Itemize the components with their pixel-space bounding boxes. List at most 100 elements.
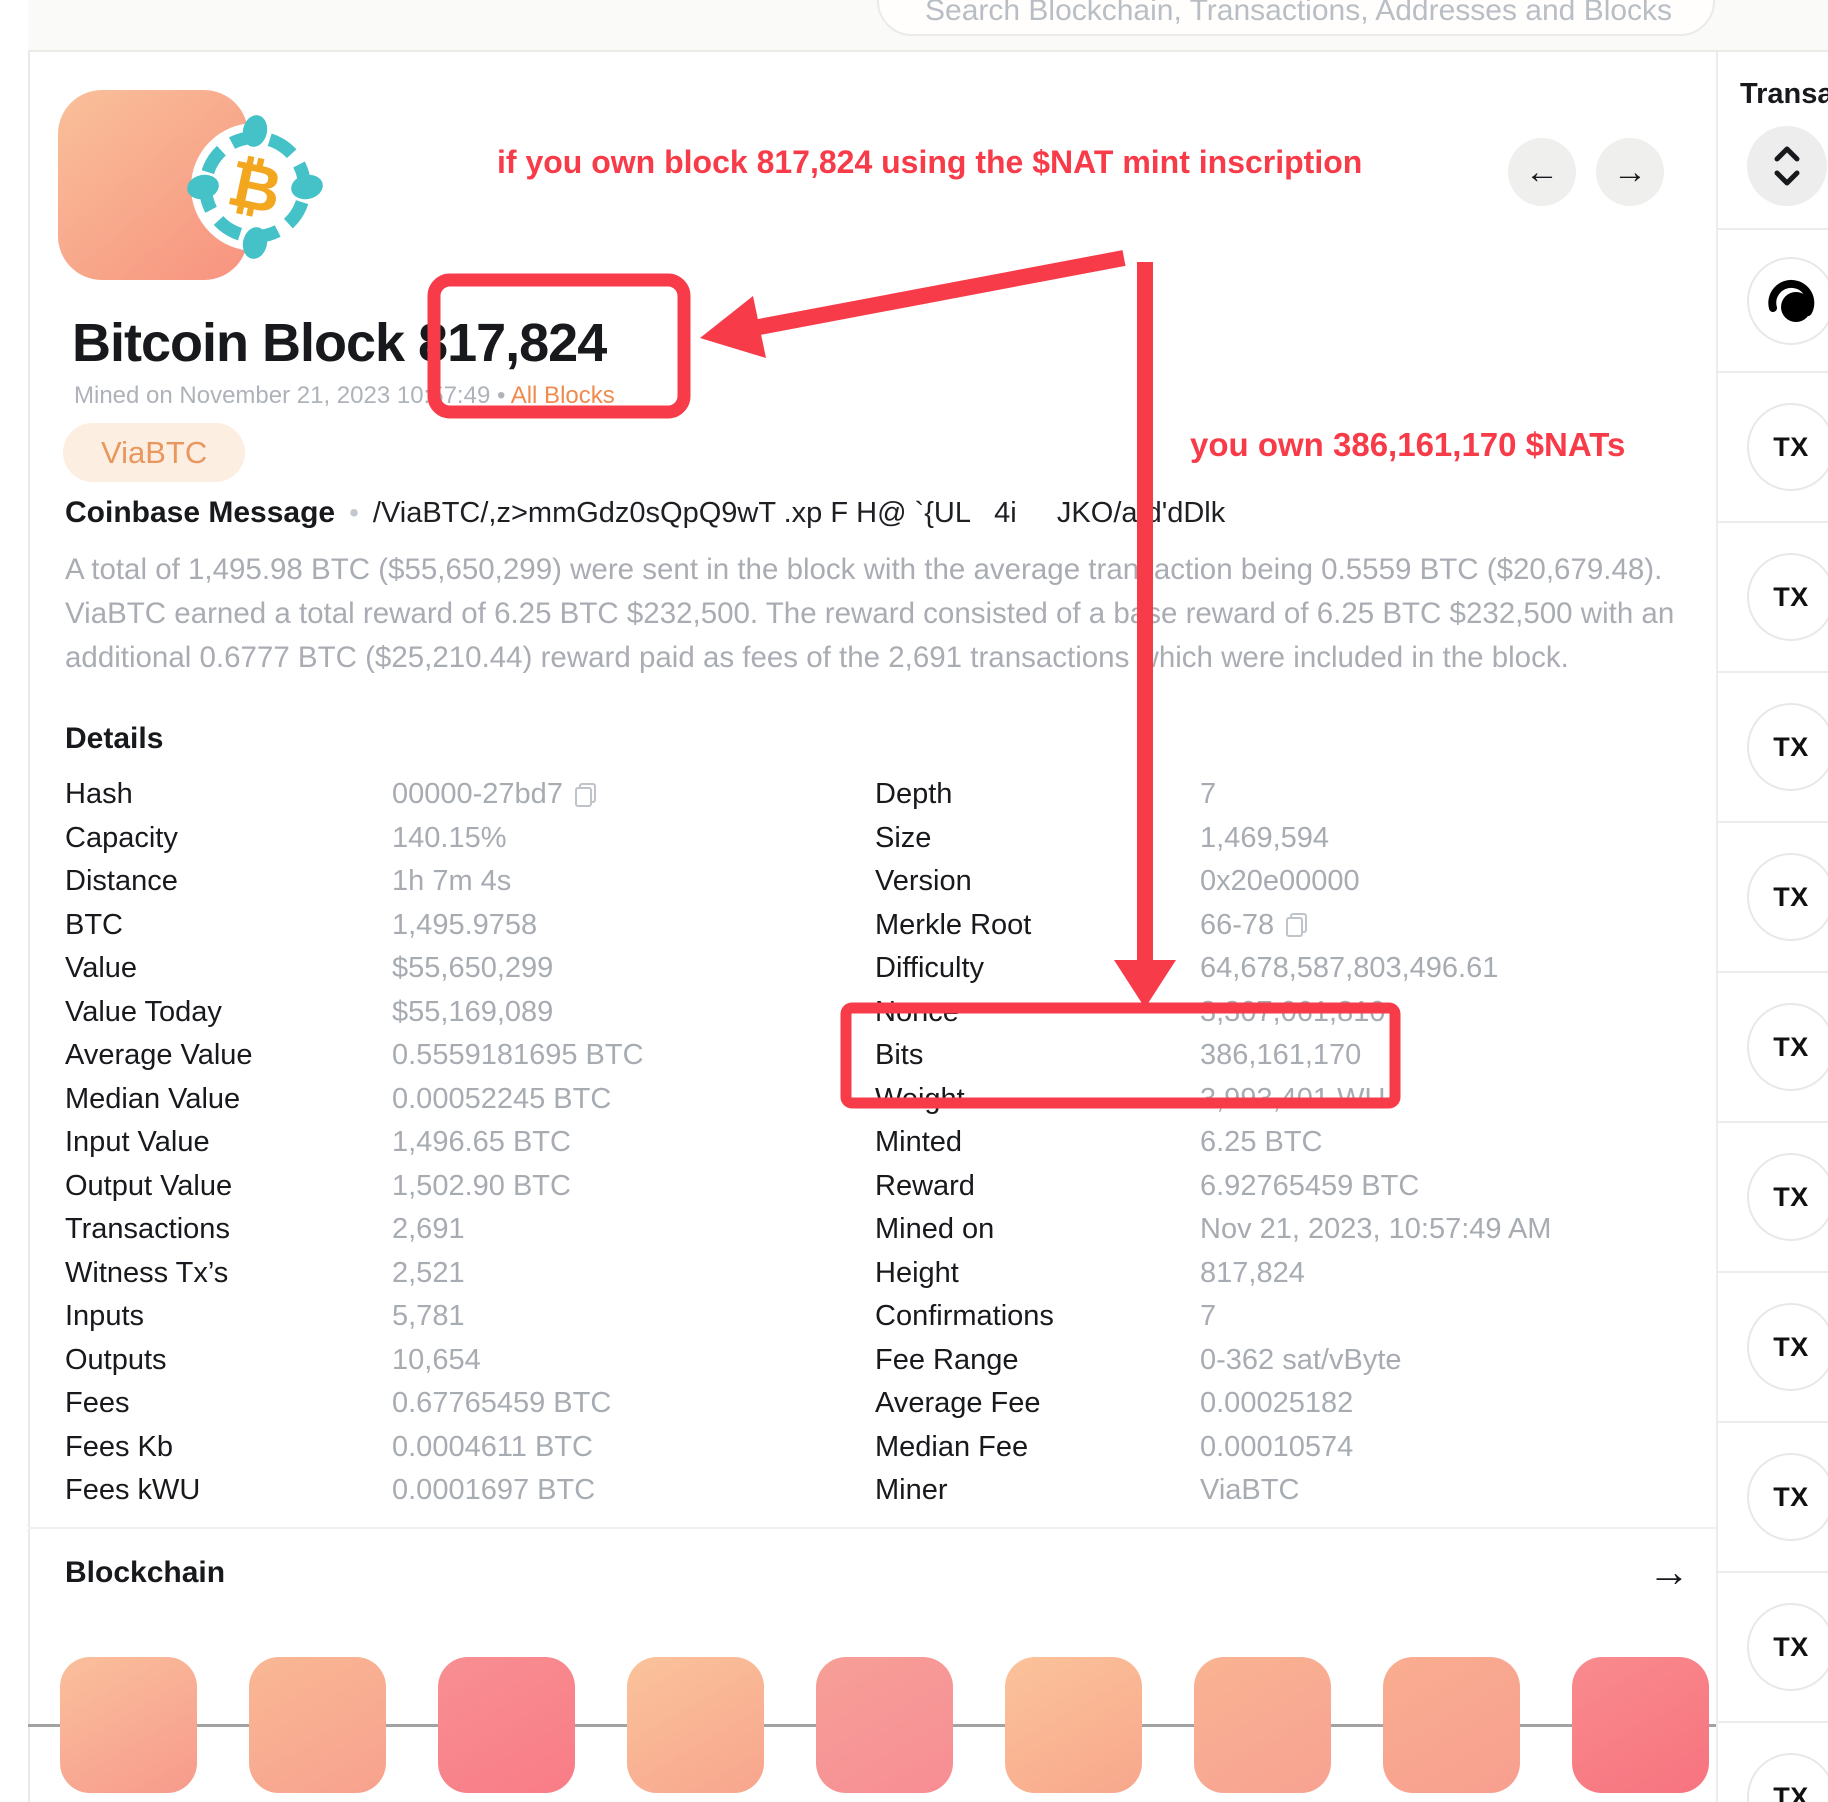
tx-button[interactable]: TX <box>1747 1003 1828 1091</box>
table-row: Nonce 3,307,061,810 <box>875 991 1695 1035</box>
tx-button[interactable]: TX <box>1747 403 1828 491</box>
detail-label: Inputs <box>65 1300 144 1333</box>
detail-label: Nonce <box>875 995 959 1028</box>
annotation-top-text: if you own block 817,824 using the $NAT … <box>497 144 1363 180</box>
detail-value: 0x20e00000 <box>1200 865 1360 898</box>
tx-label: TX <box>1773 581 1809 612</box>
detail-value: 0.67765459 BTC <box>392 1387 612 1420</box>
detail-value: 7 <box>1200 1300 1217 1333</box>
chain-block[interactable] <box>1005 1657 1142 1793</box>
blockchain-heading: Blockchain <box>65 1556 226 1589</box>
tx-button[interactable]: TX <box>1747 553 1828 641</box>
sort-button[interactable] <box>1747 126 1827 206</box>
chain-block[interactable] <box>627 1657 764 1793</box>
table-row: Inputs 5,781 <box>65 1295 845 1339</box>
copy-icon[interactable] <box>1286 913 1308 938</box>
table-row: Merkle Root 66-78 <box>875 904 1695 948</box>
chain-block[interactable] <box>249 1657 386 1793</box>
detail-label: Difficulty <box>875 952 985 985</box>
tx-label: TX <box>1773 1631 1809 1662</box>
right-arrow-icon: → <box>1613 152 1647 191</box>
detail-value: ViaBTC <box>1200 1474 1300 1507</box>
tx-label: TX <box>1773 731 1809 762</box>
mined-on-text: Mined on November 21, 2023 10:57:49 <box>74 382 491 409</box>
table-row: Value $55,650,299 <box>65 947 845 991</box>
table-row: Input Value 1,496.65 BTC <box>65 1121 845 1165</box>
tx-label: TX <box>1773 1181 1809 1212</box>
table-row: Version 0x20e00000 <box>875 860 1695 904</box>
detail-value: 3,993,401 WU <box>1200 1082 1386 1115</box>
chain-block[interactable] <box>60 1657 197 1793</box>
left-border <box>28 52 30 1802</box>
previous-block-button[interactable]: ← <box>1508 138 1576 206</box>
detail-value: 00000-27bd7 <box>392 778 563 811</box>
next-block-button[interactable]: → <box>1596 138 1664 206</box>
tx-label: TX <box>1773 431 1809 462</box>
tx-label: TX <box>1773 1481 1809 1512</box>
annotation-arrowhead-left <box>700 296 766 358</box>
confirmation-pie-icon <box>1768 279 1815 322</box>
tx-button[interactable]: TX <box>1747 703 1828 791</box>
block-summary-paragraph: A total of 1,495.98 BTC ($55,650,299) we… <box>65 553 1675 674</box>
tx-button[interactable]: TX <box>1747 1153 1828 1241</box>
table-row: Reward 6.92765459 BTC <box>875 1165 1695 1209</box>
detail-value: 1,496.65 BTC <box>392 1126 571 1159</box>
tx-row: TX <box>1718 1423 1828 1573</box>
table-row: Distance 1h 7m 4s <box>65 860 845 904</box>
transactions-sidebar: Transactions TX TX TX TX TX TX TX TX TX <box>1716 52 1828 1802</box>
detail-value: 1,502.90 BTC <box>392 1169 571 1202</box>
detail-label: Size <box>875 821 932 854</box>
search-input[interactable]: Search Blockchain, Transactions, Address… <box>877 0 1715 36</box>
tx-button[interactable]: TX <box>1747 1303 1828 1391</box>
search-placeholder: Search Blockchain, Transactions, Address… <box>925 0 1673 27</box>
miner-chip[interactable]: ViaBTC <box>63 423 246 482</box>
detail-value: 5,781 <box>392 1300 465 1333</box>
detail-value: 6.25 BTC <box>1200 1126 1323 1159</box>
table-row: Outputs 10,654 <box>65 1339 845 1383</box>
detail-value: 2,521 <box>392 1256 465 1289</box>
tx-row: TX <box>1718 673 1828 823</box>
chain-block[interactable] <box>1572 1657 1709 1793</box>
table-row: Confirmations 7 <box>875 1295 1695 1339</box>
detail-label: Fee Range <box>875 1343 1019 1376</box>
bitcoin-b-glyph: ₿ <box>222 146 288 228</box>
table-row: Bits 386,161,170 <box>875 1034 1695 1078</box>
detail-value: 0.0004611 BTC <box>392 1430 593 1463</box>
tx-button[interactable]: TX <box>1747 853 1828 941</box>
detail-label: Median Fee <box>875 1430 1029 1463</box>
tx-row: TX <box>1718 973 1828 1123</box>
tx-button[interactable]: TX <box>1747 1453 1828 1541</box>
tx-button[interactable]: TX <box>1747 1753 1828 1802</box>
detail-label: Fees kWU <box>65 1474 201 1507</box>
coinbase-bullet: • <box>349 497 359 528</box>
tx-row: TX <box>1718 1573 1828 1723</box>
detail-label: Median Value <box>65 1082 241 1115</box>
tx-row: TX <box>1718 1273 1828 1423</box>
table-row: Median Value 0.00052245 BTC <box>65 1078 845 1122</box>
chain-block[interactable] <box>1383 1657 1520 1793</box>
tx-row: TX <box>1718 373 1828 523</box>
confirmation-pie-button[interactable] <box>1747 256 1828 345</box>
coinbase-tx-row <box>1718 230 1828 373</box>
left-arrow-icon: ← <box>1525 152 1559 191</box>
tx-label: TX <box>1773 1031 1809 1062</box>
detail-label: Outputs <box>65 1343 167 1376</box>
annotation-nats-text: you own 386,161,170 $NATs <box>1190 426 1626 463</box>
copy-icon[interactable] <box>574 782 596 807</box>
table-row: Fees Kb 0.0004611 BTC <box>65 1426 845 1470</box>
section-divider <box>28 1527 1716 1529</box>
table-row: Fee Range 0-362 sat/vByte <box>875 1339 1695 1383</box>
all-blocks-link[interactable]: All Blocks <box>510 382 615 409</box>
table-row: Transactions 2,691 <box>65 1208 845 1252</box>
chain-block[interactable] <box>816 1657 953 1793</box>
table-row: BTC 1,495.9758 <box>65 904 845 948</box>
chain-block[interactable] <box>1194 1657 1331 1793</box>
detail-label: Depth <box>875 778 953 811</box>
tx-button[interactable]: TX <box>1747 1603 1828 1691</box>
coinbase-message-value: /ViaBTC/,z>mmGdz0sQpQ9wT .xp F H@ `{UL 4… <box>372 497 1226 529</box>
blockchain-arrow-icon[interactable]: → <box>1648 1548 1690 1595</box>
detail-label: Average Value <box>65 1039 253 1072</box>
chain-block[interactable] <box>438 1657 575 1793</box>
table-row: Value Today $55,169,089 <box>65 991 845 1035</box>
